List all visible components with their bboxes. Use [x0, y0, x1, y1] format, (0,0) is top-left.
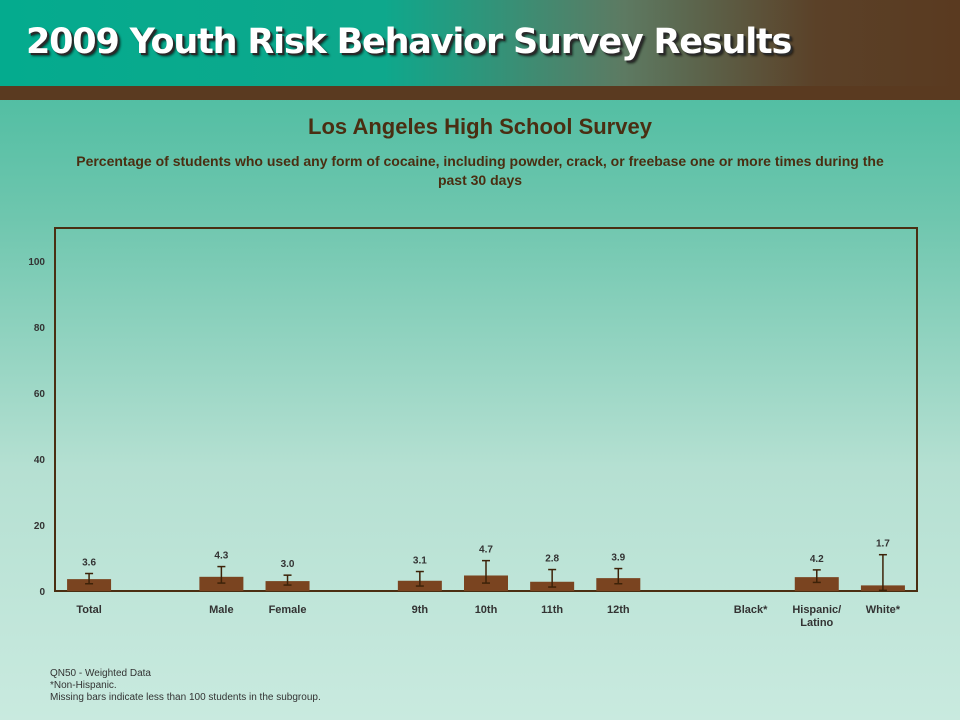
x-tick-label: White* — [866, 604, 901, 616]
y-tick-label: 20 — [34, 521, 46, 532]
bar — [67, 579, 112, 591]
y-axis: 0 20 40 60 80 100 — [28, 257, 45, 598]
footnote-non-hispanic: *Non-Hispanic. — [50, 680, 117, 691]
x-tick-label: Hispanic/Latino — [792, 604, 841, 629]
bar-value-label: 3.1 — [413, 556, 427, 567]
y-tick-label: 60 — [34, 389, 46, 400]
bar-value-label: 3.9 — [611, 553, 625, 564]
y-tick-label: 100 — [28, 257, 45, 268]
x-tick-label: Black* — [734, 604, 768, 616]
x-tick-label: Female — [269, 604, 307, 616]
footnote-missing-bars: Missing bars indicate less than 100 stud… — [50, 692, 321, 703]
bar — [199, 576, 244, 591]
bar — [596, 578, 641, 591]
bar-value-label: 3.0 — [281, 559, 295, 570]
bar — [794, 577, 839, 591]
x-tick-label: Total — [76, 604, 101, 616]
header-divider — [0, 86, 960, 100]
bar-value-label: 4.7 — [479, 545, 493, 556]
page-title: 2009 Youth Risk Behavior Survey Results — [26, 22, 792, 62]
bars: 3.6 4.3 3.0 3.1 4.7 2.8 3.9 4.2 1.7 — [67, 539, 905, 592]
x-tick-label: Male — [209, 604, 233, 616]
bar-value-label: 1.7 — [876, 539, 890, 550]
chart-title: Percentage of students who used any form… — [76, 153, 884, 188]
header-banner: 2009 Youth Risk Behavior Survey Results — [0, 0, 960, 86]
x-tick-label: 9th — [412, 604, 429, 616]
x-axis: Total Male Female 9th 10th 11th 12th Black* Hisp… — [76, 604, 900, 629]
y-tick-label: 40 — [34, 455, 46, 466]
y-tick-label: 80 — [34, 323, 46, 334]
y-tick-label: 0 — [39, 587, 45, 598]
footnote-data-source: QN50 - Weighted Data — [50, 668, 151, 679]
bar-value-label: 4.3 — [214, 551, 228, 562]
survey-title: Los Angeles High School Survey — [308, 114, 652, 139]
x-tick-label: 11th — [541, 604, 563, 616]
x-tick-label: 10th — [475, 604, 498, 616]
bar — [265, 581, 310, 591]
bar-value-label: 4.2 — [810, 554, 824, 565]
bar-value-label: 3.6 — [82, 558, 96, 569]
bar-value-label: 2.8 — [545, 554, 559, 565]
x-tick-label: 12th — [607, 604, 630, 616]
